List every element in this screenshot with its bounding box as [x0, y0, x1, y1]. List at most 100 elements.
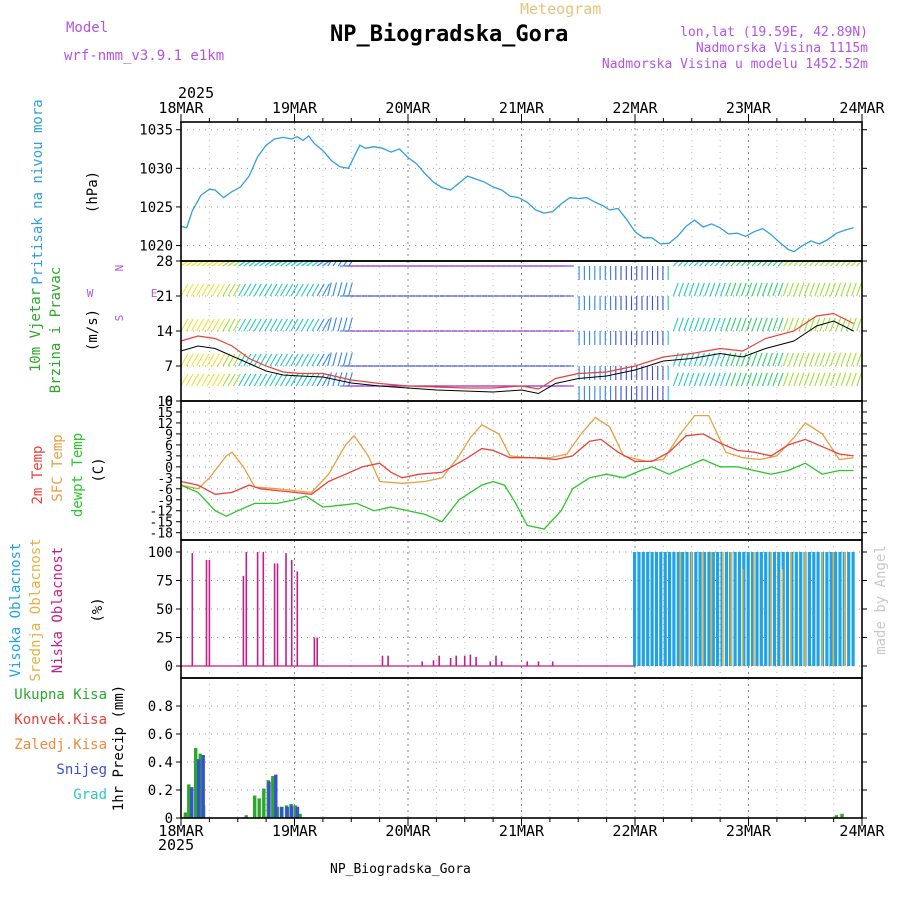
wind-barb [232, 283, 241, 297]
wind-barb [290, 260, 299, 267]
wind-barb [185, 260, 194, 267]
wind-barb [767, 260, 773, 267]
wind-barb [322, 260, 330, 267]
wind-barb [201, 260, 210, 267]
wind-barb [746, 372, 753, 387]
high-cloud-bar [733, 552, 737, 666]
wind-barb [201, 283, 210, 297]
wind-barb [673, 260, 679, 267]
low-cloud-bar [489, 661, 492, 666]
wind-barb [746, 317, 753, 332]
dewpt-temp-line [180, 458, 854, 530]
wind-barb [851, 282, 857, 297]
low-cloud-bar [262, 552, 265, 666]
wind-barb [798, 317, 805, 332]
wind-barb [678, 372, 684, 387]
wind-barb [725, 372, 732, 387]
wind-barb [777, 372, 784, 387]
wind-barb [840, 282, 847, 297]
wind-barb [264, 373, 273, 387]
wind-barb [337, 317, 343, 332]
snow-bar [279, 806, 284, 818]
wind-barb [217, 283, 226, 297]
wind-barb [180, 260, 189, 267]
wind-barb [761, 372, 768, 387]
wind-barb [321, 283, 330, 297]
wind-barb [830, 352, 836, 367]
wind-barb [321, 373, 330, 387]
wind-barb [688, 317, 695, 332]
low-cloud-bar [273, 563, 276, 666]
wind-barb [332, 260, 337, 267]
wind-barb [206, 373, 215, 387]
wind-barb [222, 373, 231, 387]
y-tick-label: -15 [150, 516, 173, 531]
wind-barb [730, 372, 737, 387]
wind-barb [782, 352, 789, 367]
year-top: 2025 [178, 84, 214, 102]
wind-barb [746, 282, 753, 297]
wind-barb [819, 260, 826, 267]
wind-barb [337, 260, 343, 267]
wind-barb [767, 282, 774, 297]
wind-barb [290, 353, 299, 367]
y-tick-label: 75 [156, 574, 173, 590]
wind-barb [274, 283, 283, 297]
temp-2m-line [180, 433, 854, 495]
wind-barb [809, 372, 815, 387]
low-cloud-bar [438, 655, 440, 666]
wind-barb [772, 372, 779, 387]
high-cloud-bar [702, 552, 707, 666]
low-cloud-bar [432, 660, 435, 666]
low-cloud-bar [495, 655, 497, 666]
y-tick-label: 0 [165, 394, 173, 410]
wind-side-label-2: Brzina i Pravac [48, 267, 64, 393]
wind-barb [772, 282, 779, 297]
y-tick-label: 15 [157, 406, 173, 421]
wind-barb [332, 352, 338, 367]
wind-barb [248, 318, 257, 332]
wind-barb [683, 260, 690, 267]
wind-barb [232, 318, 241, 332]
wind-barb [824, 260, 831, 267]
wind-barb [814, 317, 821, 332]
wind-barb [274, 373, 283, 387]
wind-barb [688, 372, 695, 387]
wind-barb [211, 318, 220, 332]
wind-barb [342, 352, 348, 367]
wind-barb [803, 352, 810, 367]
wind-barb [227, 353, 236, 367]
y-tick-label: -9 [157, 494, 173, 509]
snow-bar [285, 806, 289, 818]
wind-barb [348, 352, 353, 367]
wind-barb [845, 260, 852, 267]
wind-barb [772, 260, 779, 267]
wind-barb [201, 373, 210, 387]
wind-barb [211, 373, 220, 387]
low-cloud-bar [500, 661, 503, 666]
cloud-unit-label: (%) [90, 597, 106, 622]
high-cloud-bar [825, 552, 829, 666]
pressure-line [180, 134, 854, 253]
wind-barb [725, 260, 731, 267]
high-cloud-bar [812, 552, 816, 666]
wind-barb [751, 352, 758, 367]
wind-barb [259, 373, 268, 387]
wind-barb [840, 372, 847, 387]
wind-barb [254, 260, 262, 267]
wind-barb [835, 282, 842, 297]
wind-barb [751, 260, 758, 267]
wind-barb [751, 282, 758, 297]
wind-barb [851, 317, 857, 332]
wind-barb [683, 317, 690, 332]
wind-barb [227, 373, 236, 387]
wind-barb [222, 318, 231, 332]
wind-barb [227, 283, 236, 297]
high-cloud-bar [681, 552, 685, 666]
temp-side-label-sfc: SFC Temp [50, 434, 66, 501]
wind-barb [196, 283, 205, 297]
total-precip-bar [262, 788, 266, 818]
time-label-bottom: 21MAR [499, 822, 545, 840]
high-cloud-bar [799, 552, 803, 666]
wind-barb [840, 260, 847, 267]
